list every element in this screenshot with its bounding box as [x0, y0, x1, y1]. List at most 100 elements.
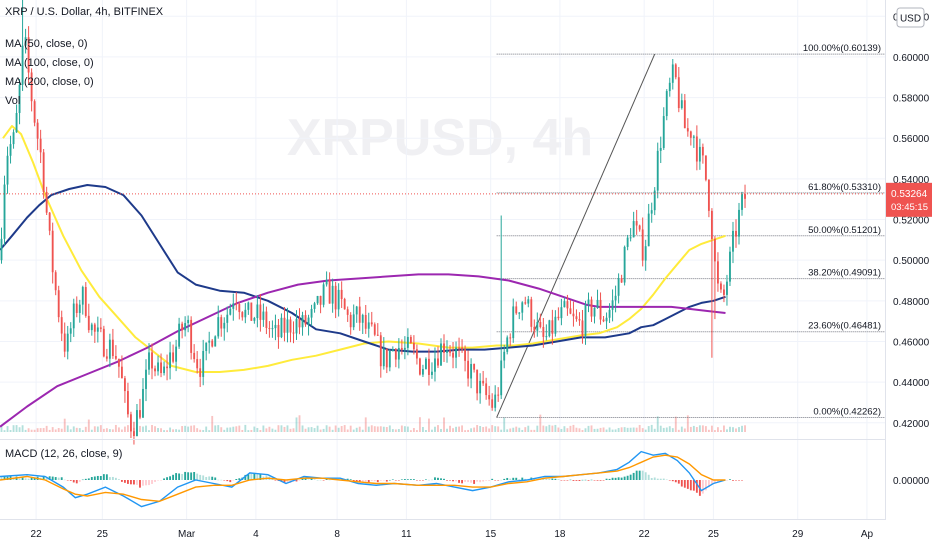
volume-bar: [635, 427, 638, 432]
macd-histogram-bar: [93, 476, 96, 480]
volume-bar: [650, 424, 653, 432]
volume-bar: [274, 429, 277, 432]
volume-bar: [608, 427, 611, 432]
candle-body: [81, 287, 84, 305]
currency-button-box[interactable]: [896, 7, 925, 28]
fib-trend-line[interactable]: [496, 53, 656, 418]
volume-bar: [310, 427, 313, 432]
macd-histogram-bar: [491, 478, 494, 480]
macd-legend[interactable]: MACD (12, 26, close, 9): [5, 448, 122, 460]
volume-bar: [72, 426, 75, 432]
volume-bar: [503, 417, 506, 432]
macd-histogram-bar: [328, 479, 331, 481]
macd-histogram-bar: [99, 476, 102, 480]
macd-histogram-bar: [250, 473, 253, 480]
macd-histogram-bar: [346, 478, 349, 480]
macd-histogram-bar: [111, 476, 114, 480]
volume-bar: [443, 417, 445, 432]
time-axis[interactable]: 22 25 Mar 4 8 11 15 18 22 25 29 Ap: [31, 529, 874, 540]
candle-body: [575, 316, 578, 320]
macd-histogram-bar: [75, 480, 78, 484]
macd-histogram-bar: [33, 477, 36, 480]
macd-histogram-bar: [190, 472, 193, 480]
macd-histogram-bar: [521, 477, 524, 480]
volume-bar: [277, 425, 280, 432]
volume-bar: [202, 430, 205, 432]
macd-histogram-bar: [193, 472, 196, 480]
volume-bar: [244, 424, 247, 432]
ma50-legend[interactable]: MA (50, close, 0): [5, 38, 88, 50]
candle-body: [196, 359, 199, 369]
volume-bar: [644, 429, 647, 432]
volume-bar: [729, 426, 731, 432]
candle-body: [280, 317, 283, 338]
macd-histogram-bar: [569, 479, 572, 481]
volume-bar: [57, 428, 60, 432]
candle-body: [530, 299, 533, 327]
candle-body: [608, 309, 611, 318]
volume-bar: [241, 429, 244, 432]
macd-histogram-bar: [3, 475, 6, 480]
macd-histogram-bar: [120, 480, 123, 482]
macd-histogram-bar: [211, 476, 214, 480]
macd-histogram-bar: [726, 480, 728, 481]
candle-body: [473, 363, 476, 370]
volume-bar: [283, 426, 286, 432]
fibonacci-retracement[interactable]: 100.00%(0.60139) 61.80%(0.53310) 50.00%(0.…: [496, 43, 885, 418]
price-axis[interactable]: 0.42000 0.44000 0.46000 0.48000 0.50000 0.520…: [886, 12, 932, 430]
candle-body: [370, 322, 373, 325]
currency-button-label[interactable]: USD: [900, 14, 921, 25]
macd-line: [0, 450, 726, 508]
ma100-legend[interactable]: MA (100, close, 0): [5, 57, 94, 69]
volume-bar: [54, 429, 57, 432]
volume-bar: [325, 425, 328, 432]
macd-histogram-bar: [506, 477, 509, 480]
macd-histogram-bar: [18, 478, 21, 480]
macd-histogram-bar: [412, 479, 415, 480]
candle-body: [295, 318, 298, 334]
macd-histogram-bar: [136, 480, 138, 485]
volume-bar: [166, 430, 168, 432]
candle-body: [241, 312, 244, 318]
candle-body: [60, 317, 63, 334]
candle-body: [340, 289, 343, 300]
volume-bar: [485, 426, 488, 432]
volume-bar: [15, 425, 18, 432]
time-tick-label: 18: [554, 529, 566, 540]
volume-bar: [539, 414, 542, 432]
macd-histogram-bar: [319, 479, 322, 481]
candle-body: [364, 315, 367, 329]
volume-bar: [698, 425, 701, 432]
macd-histogram-bar: [635, 470, 638, 480]
time-tick-label: 25: [708, 529, 720, 540]
macd-histogram-bar: [608, 478, 611, 480]
volume-legend[interactable]: Vol: [5, 95, 20, 107]
price-tick-label: 0.58000: [893, 94, 930, 105]
volume-bar: [738, 427, 740, 432]
candle-body: [638, 225, 641, 230]
volume-bar: [111, 429, 114, 432]
volume-bar: [415, 430, 418, 432]
candle-body: [518, 312, 521, 314]
macd-histogram-bar: [425, 479, 427, 480]
volume-bar: [554, 424, 557, 432]
candle-body: [117, 358, 120, 367]
volume-bar: [154, 426, 156, 432]
volume-bar: [458, 426, 460, 432]
candle-body: [425, 358, 427, 369]
volume-bar: [268, 426, 271, 432]
candle-body: [623, 246, 626, 283]
volume-bar: [572, 424, 575, 432]
candle-body: [500, 360, 503, 396]
volume-bar: [370, 425, 373, 432]
ma200-legend[interactable]: MA (200, close, 0): [5, 76, 94, 88]
currency-button[interactable]: USD: [896, 7, 925, 28]
volume-bar: [548, 424, 551, 432]
volume-bar: [66, 425, 69, 432]
candle-body: [220, 317, 223, 329]
candle-body: [464, 349, 467, 361]
macd-histogram-bar: [557, 479, 560, 480]
volume-bar: [169, 427, 172, 432]
macd-histogram-bar: [446, 480, 448, 481]
